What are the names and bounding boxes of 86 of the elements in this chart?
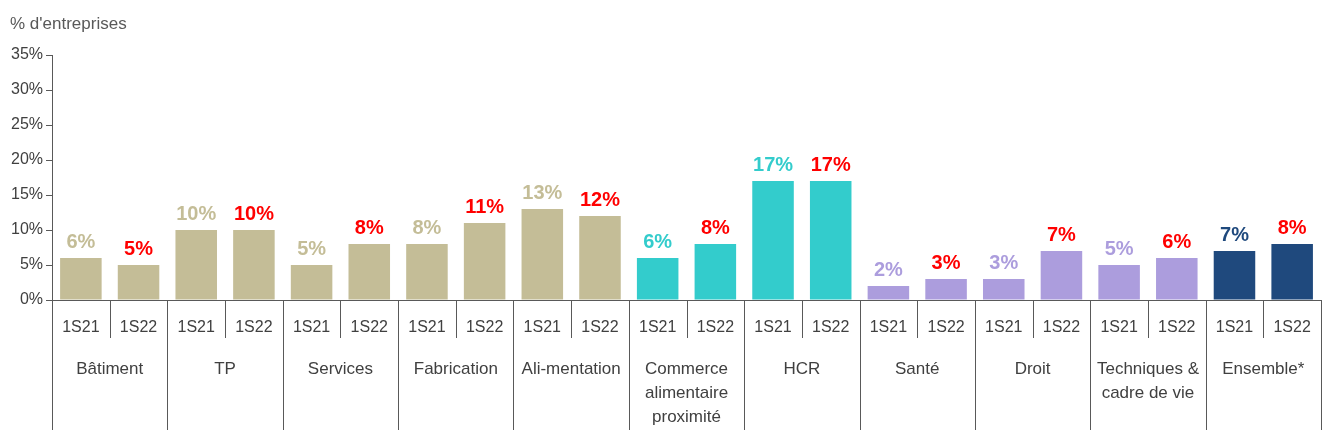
y-tick-label: 10% [10, 220, 44, 238]
x-tick-label: Bâtiment [76, 358, 144, 378]
data-label: 6% [66, 229, 96, 252]
text: 1S21 [292, 318, 331, 336]
x-tick-label: TP [214, 358, 236, 378]
bar [60, 258, 102, 300]
bar [1098, 265, 1140, 300]
bar [406, 244, 448, 300]
data-label: 7% [1046, 222, 1077, 245]
data-label: 8% [412, 215, 442, 238]
text: 1S21 [869, 318, 908, 336]
data-label: 6% [643, 229, 673, 252]
bar [463, 223, 506, 300]
text: 1S22 [465, 318, 504, 336]
text: 1S21 [408, 318, 446, 336]
data-label: 6% [1162, 229, 1192, 252]
data-label: 7% [1220, 222, 1250, 245]
x-tick-label: Ensemble* [1222, 358, 1305, 378]
bar [809, 181, 852, 300]
data-label: 3% [989, 250, 1019, 273]
bar [175, 230, 217, 300]
text: 1S22 [235, 318, 273, 336]
x-tick-label: Ali-mentation [521, 358, 621, 378]
data-label: 5% [124, 236, 154, 259]
bar [694, 244, 737, 300]
data-label: 12% [579, 187, 621, 210]
data-label: 17% [810, 152, 851, 175]
bar [233, 230, 275, 300]
bar [579, 216, 621, 300]
text: 1S22 [350, 318, 388, 336]
data-label: 8% [354, 215, 384, 238]
bar [1156, 258, 1198, 300]
text: 1S22 [1042, 318, 1081, 336]
bar [117, 265, 160, 300]
y-tick-label: 25% [10, 115, 44, 133]
bar [521, 209, 564, 300]
text: 1S22 [1273, 318, 1311, 336]
bar [752, 181, 794, 300]
bar [348, 244, 391, 300]
text: 1S22 [696, 318, 735, 336]
bar [925, 279, 967, 300]
y-tick-label: 15% [10, 185, 44, 203]
data-label: 10% [176, 201, 217, 224]
y-tick-label: 35% [10, 45, 44, 63]
data-label: 8% [1277, 215, 1307, 238]
data-label: 5% [1104, 236, 1134, 259]
data-label: 2% [873, 257, 904, 280]
bar [1271, 244, 1313, 300]
data-label: 8% [700, 215, 731, 238]
text: 1S21 [1215, 318, 1254, 336]
y-tick-label: 20% [10, 150, 44, 168]
y-tick-label: 30% [10, 80, 44, 98]
text: 1S21 [523, 318, 561, 336]
bar [1213, 251, 1256, 300]
series-label: 1S22 [119, 318, 158, 336]
bar [1040, 251, 1083, 300]
text: 1S21 [1100, 318, 1138, 336]
bar [982, 279, 1025, 300]
x-tick-label: Droit [1014, 358, 1051, 378]
text: 1S22 [927, 318, 965, 336]
text: 1S21 [177, 318, 215, 336]
text: 1S21 [754, 318, 792, 336]
x-tick-label: HCR [783, 358, 821, 378]
bar [867, 286, 910, 300]
text: 1S22 [1158, 318, 1196, 336]
x-tick-label: Techniques & cadre de vie [1096, 358, 1200, 402]
data-label: 5% [297, 236, 327, 259]
x-tick-label: Santé [895, 358, 940, 378]
text: 1S22 [581, 318, 619, 336]
text: 1S22 [812, 318, 850, 336]
y-axis-title: % d'entreprises [10, 13, 127, 33]
text: 1S21 [985, 318, 1023, 336]
data-label: 13% [522, 180, 563, 203]
text: 1S21 [638, 318, 677, 336]
x-tick-label: Commerce alimentaire proximité [644, 358, 729, 426]
data-label: 3% [931, 250, 961, 273]
bar [290, 265, 333, 300]
data-label: 17% [753, 152, 794, 175]
bar [636, 258, 679, 300]
x-tick-label: Services [307, 358, 374, 378]
data-label: 11% [465, 194, 505, 217]
series-label: 1S21 [62, 318, 100, 336]
y-tick-label: 5% [19, 255, 44, 273]
data-label: 10% [233, 201, 275, 224]
y-tick-label: 0% [19, 290, 44, 308]
x-tick-label: Fabrication [413, 358, 498, 378]
